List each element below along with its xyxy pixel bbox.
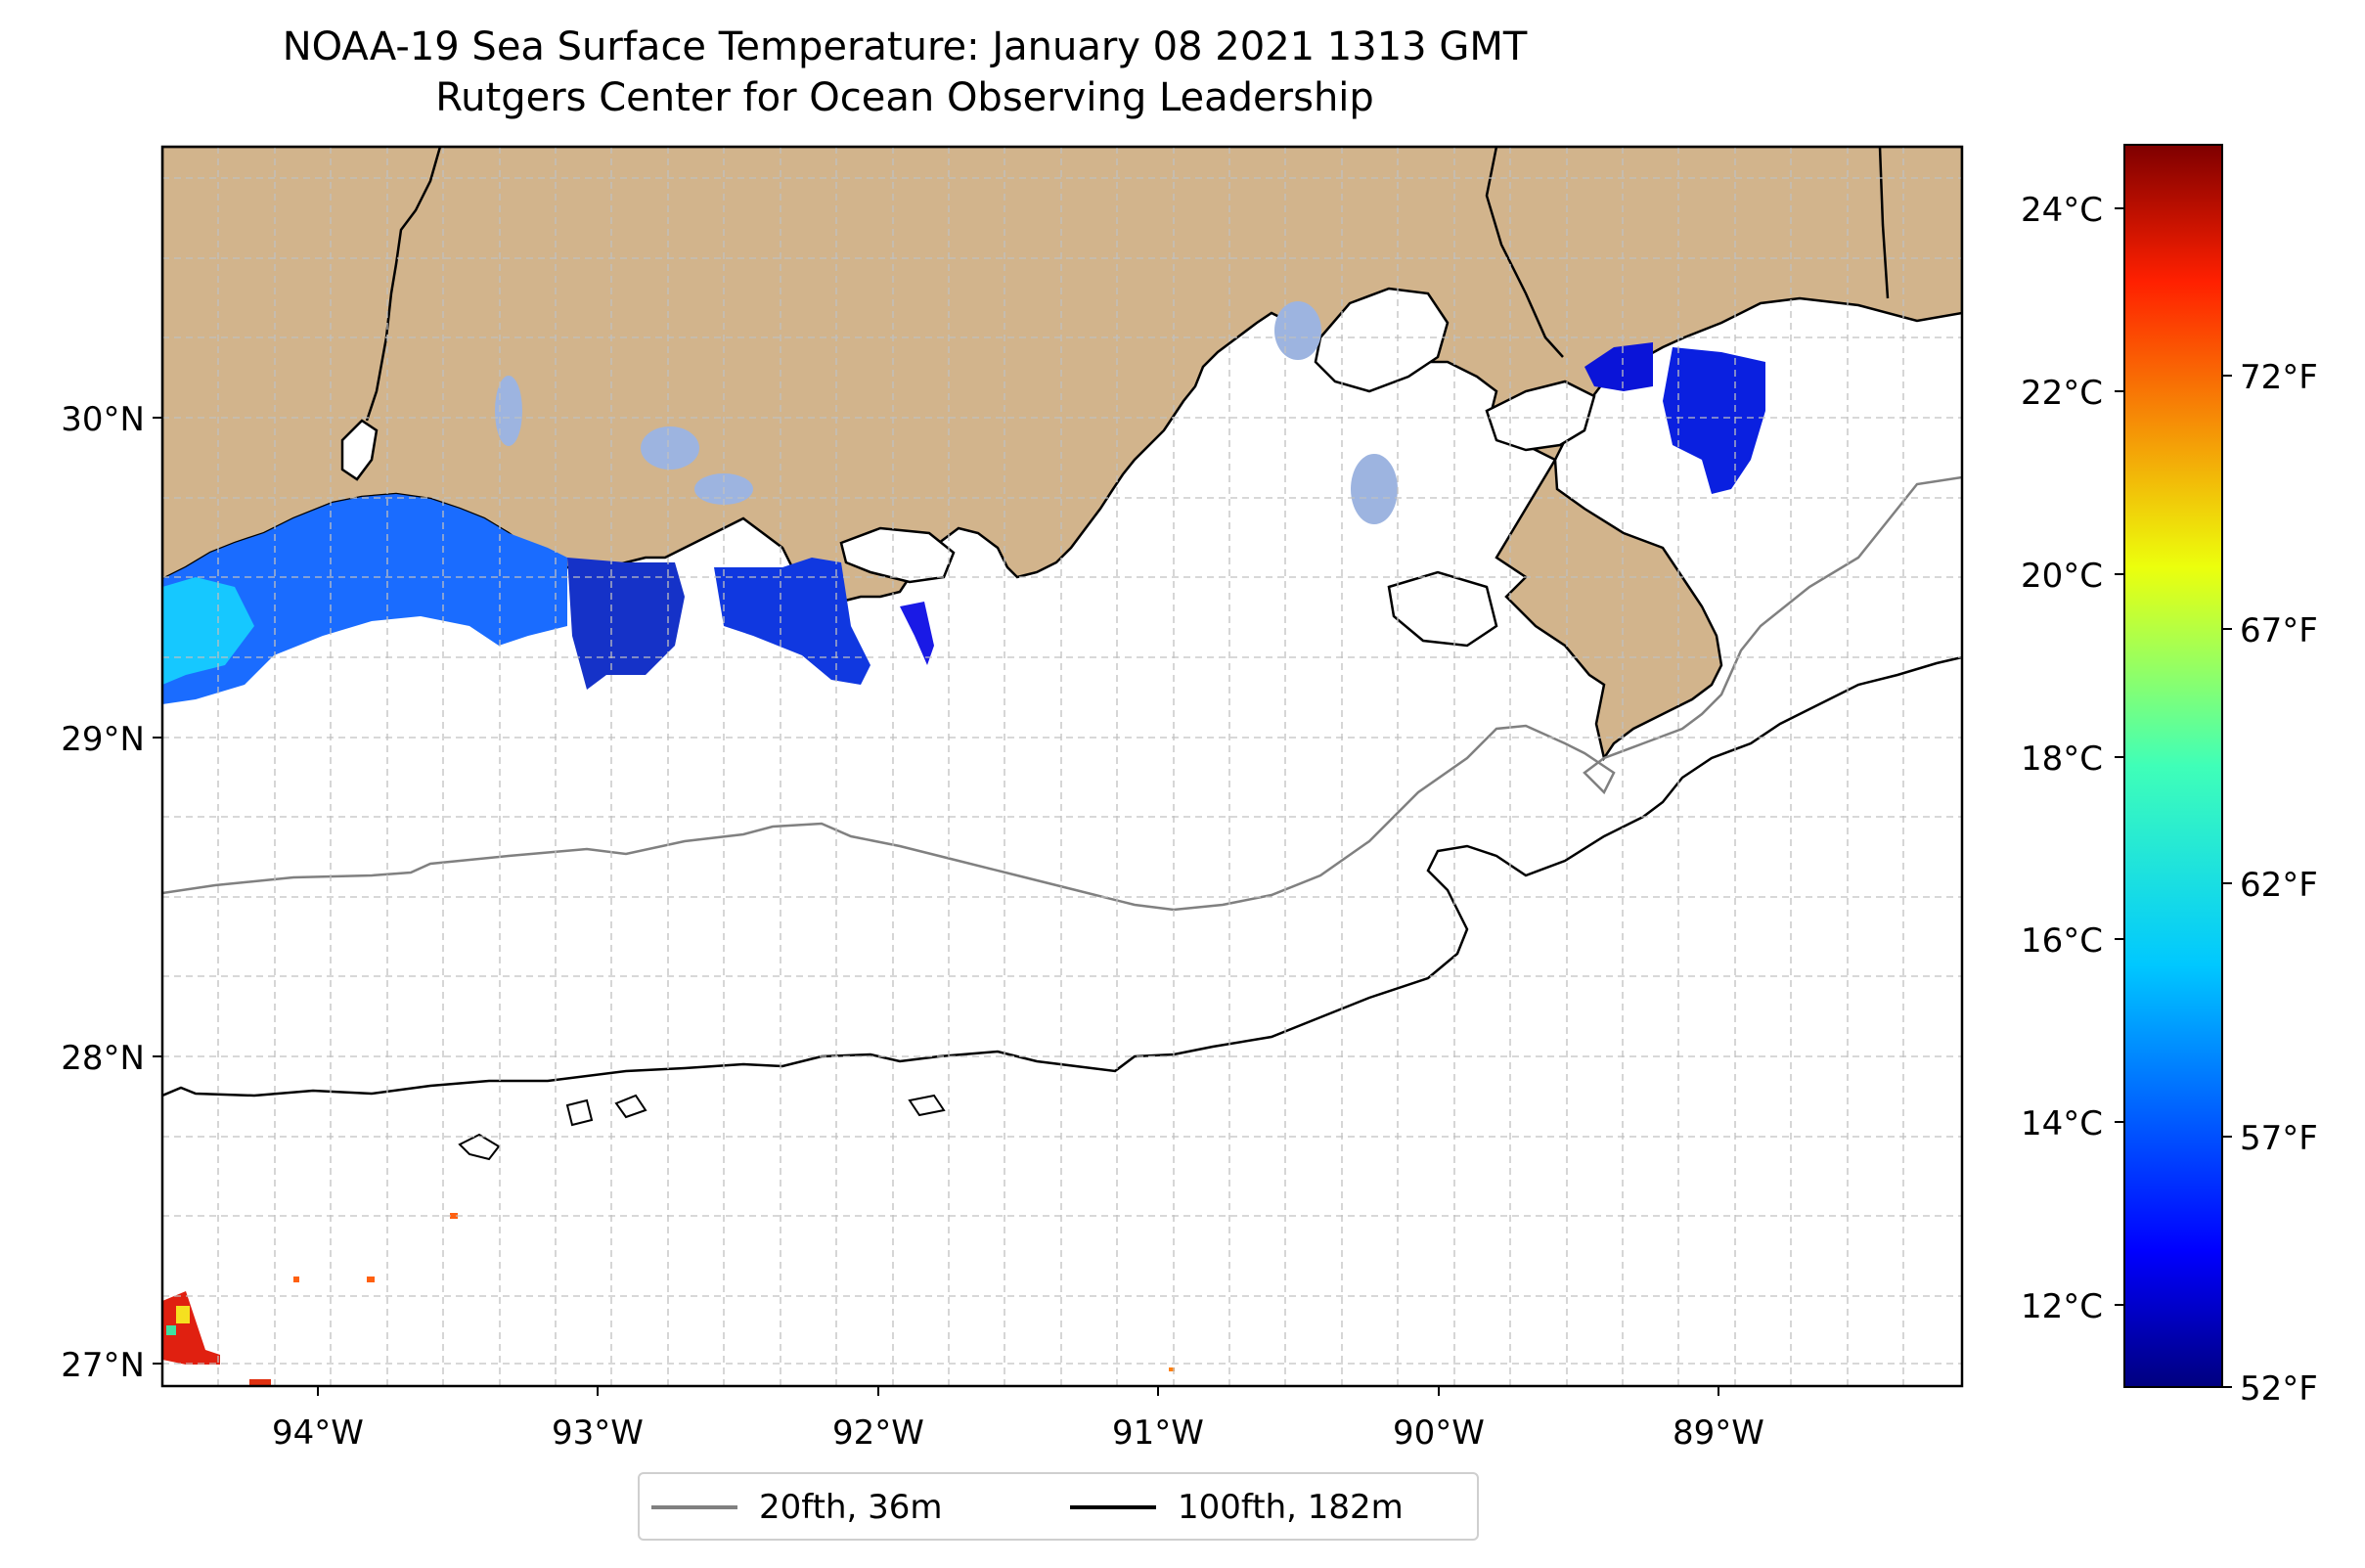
lat-tick-label: 30°N xyxy=(61,400,145,439)
colorbar-c-ticks xyxy=(2115,207,2124,1306)
lat-tick-label: 27°N xyxy=(61,1346,145,1385)
map-title: NOAA-19 Sea Surface Temperature: January… xyxy=(282,24,1528,69)
lon-tick-label: 92°W xyxy=(832,1413,924,1453)
map-area xyxy=(162,147,1962,1386)
colorbar-fahrenheit-label: 67°F xyxy=(2240,611,2318,650)
colorbar-f-ticks xyxy=(2222,375,2232,1388)
sst-coverage xyxy=(714,558,870,685)
inland-lake xyxy=(1274,301,1321,360)
colorbar-fahrenheit-label: 72°F xyxy=(2240,358,2318,397)
sst-coverage-hot xyxy=(367,1277,375,1282)
map-gridlines xyxy=(162,147,1962,1386)
legend-label: 100fth, 182m xyxy=(1178,1488,1404,1527)
state-border xyxy=(1485,147,1564,358)
state-border xyxy=(365,147,442,422)
isobath-100fth-islands xyxy=(458,1094,946,1161)
isobath-20fth xyxy=(162,475,1962,912)
lon-tick-label: 94°W xyxy=(272,1413,364,1453)
isobath-legend: 20fth, 36m 100fth, 182m xyxy=(638,1472,1479,1541)
inland-lake xyxy=(641,426,699,470)
colorbar-celsius-label: 16°C xyxy=(2021,921,2103,961)
colorbar-celsius-label: 18°C xyxy=(2021,739,2103,779)
legend-swatch-black-line xyxy=(1070,1505,1156,1509)
colorbar-celsius-label: 14°C xyxy=(2021,1104,2103,1143)
lon-tick-label: 90°W xyxy=(1393,1413,1485,1453)
sst-coverage-hot xyxy=(249,1379,271,1385)
sst-coverage-hot xyxy=(450,1213,458,1219)
sst-coverage-hot xyxy=(166,1325,176,1335)
vermilion-bay xyxy=(839,526,956,584)
lake-pontchartrain xyxy=(1314,287,1450,393)
colorbar-celsius-label: 12°C xyxy=(2021,1287,2103,1326)
lon-tick-label: 93°W xyxy=(552,1413,644,1453)
lat-tick-label: 29°N xyxy=(61,720,145,759)
terrebonne-bay xyxy=(1387,570,1498,648)
colorbar-fahrenheit-label: 62°F xyxy=(2240,866,2318,905)
inland-lake xyxy=(495,376,522,446)
legend-label: 20fth, 36m xyxy=(759,1488,943,1527)
sst-coverage xyxy=(1584,342,1653,391)
map-subtitle: Rutgers Center for Ocean Observing Leade… xyxy=(435,75,1374,120)
inland-lake xyxy=(1351,454,1398,524)
sst-coverage-warm xyxy=(162,577,254,685)
lon-ticks xyxy=(317,1386,1719,1396)
colorbar-celsius-label: 20°C xyxy=(2021,557,2103,596)
colorbar xyxy=(2123,144,2223,1388)
lon-tick-label: 91°W xyxy=(1112,1413,1204,1453)
sst-coverage-hot xyxy=(1169,1367,1175,1371)
sst-coverage xyxy=(567,558,685,690)
sst-coverage xyxy=(162,494,567,704)
calcasieu-lake xyxy=(340,419,379,481)
isobath-100fth xyxy=(162,655,1962,1098)
lat-ticks xyxy=(153,417,162,1365)
map-frame xyxy=(160,145,1964,1388)
legend-item-100fth: 100fth, 182m xyxy=(1070,1488,1404,1527)
sst-coverage-hot xyxy=(293,1277,299,1282)
colorbar-fahrenheit-label: 52°F xyxy=(2240,1369,2318,1409)
sst-coverage xyxy=(1663,347,1765,494)
colorbar-fahrenheit-label: 57°F xyxy=(2240,1119,2318,1158)
legend-item-20fth: 20fth, 36m xyxy=(651,1488,943,1527)
land-mass xyxy=(162,147,1962,762)
lat-tick-label: 28°N xyxy=(61,1039,145,1078)
legend-swatch-gray-line xyxy=(651,1505,737,1509)
colorbar-celsius-label: 22°C xyxy=(2021,374,2103,413)
sst-coverage-hot xyxy=(176,1306,190,1323)
colorbar-celsius-label: 24°C xyxy=(2021,191,2103,230)
lon-tick-label: 89°W xyxy=(1673,1413,1764,1453)
sst-coverage xyxy=(900,602,934,665)
state-border xyxy=(1878,147,1890,299)
